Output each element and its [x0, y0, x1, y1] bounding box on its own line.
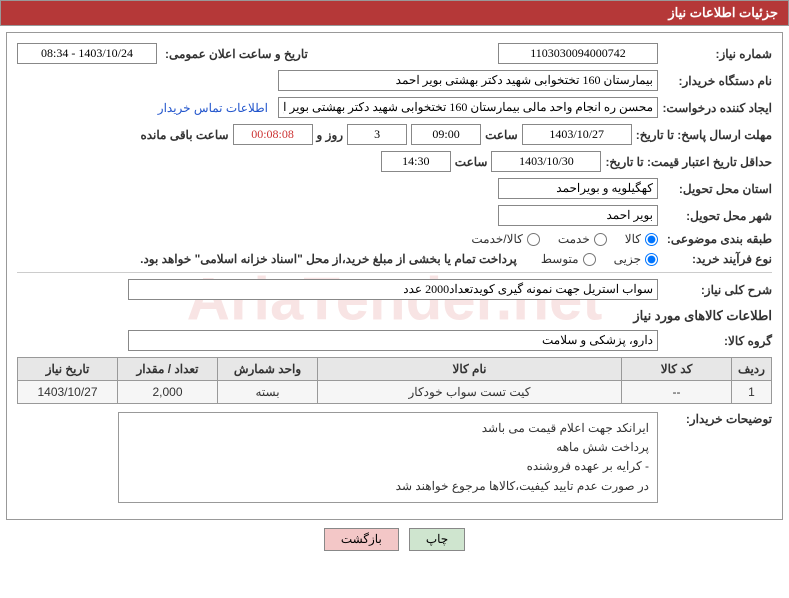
radio-minor-label: جزیی — [614, 252, 641, 266]
radio-goods-label: کالا — [625, 232, 641, 246]
section-items-info: اطلاعات کالاهای مورد نیاز — [17, 308, 772, 324]
field-price-validity-date[interactable] — [491, 151, 601, 172]
field-response-time[interactable] — [411, 124, 481, 145]
label-delivery-province: استان محل تحویل: — [662, 182, 772, 196]
divider-1 — [17, 272, 772, 273]
field-response-date[interactable] — [522, 124, 632, 145]
field-need-desc[interactable] — [128, 279, 658, 300]
payment-note: پرداخت تمام یا بخشی از مبلغ خرید،از محل … — [140, 252, 517, 266]
field-price-validity-time[interactable] — [381, 151, 451, 172]
label-delivery-city: شهر محل تحویل: — [662, 209, 772, 223]
radio-goods-service[interactable]: کالا/خدمت — [471, 232, 539, 246]
radio-service[interactable]: خدمت — [558, 232, 607, 246]
field-requester[interactable] — [278, 97, 658, 118]
radio-minor-input[interactable] — [645, 253, 658, 266]
row-need-number: شماره نیاز: تاریخ و ساعت اعلان عمومی: — [17, 43, 772, 64]
row-delivery-province: استان محل تحویل: — [17, 178, 772, 199]
row-purchase-type: نوع فرآیند خرید: جزیی متوسط پرداخت تمام … — [17, 252, 772, 266]
label-time-1: ساعت — [485, 128, 518, 142]
field-buyer-org[interactable] — [278, 70, 658, 91]
th-name: نام کالا — [318, 358, 622, 381]
radio-goods-input[interactable] — [645, 233, 658, 246]
notes-box: ایرانکد جهت اعلام قیمت می باشد پرداخت شش… — [118, 412, 658, 503]
radio-minor[interactable]: جزیی — [614, 252, 658, 266]
label-goods-group: گروه کالا: — [662, 334, 772, 348]
panel-header: جزئیات اطلاعات نیاز — [0, 0, 789, 26]
field-public-datetime[interactable] — [17, 43, 157, 64]
field-delivery-city[interactable] — [498, 205, 658, 226]
th-unit: واحد شمارش — [218, 358, 318, 381]
cell-unit: بسته — [218, 381, 318, 404]
button-row: چاپ بازگشت — [0, 528, 789, 551]
field-need-number[interactable] — [498, 43, 658, 64]
row-delivery-city: شهر محل تحویل: — [17, 205, 772, 226]
radio-medium-input[interactable] — [583, 253, 596, 266]
print-button[interactable]: چاپ — [409, 528, 465, 551]
cell-code: -- — [622, 381, 732, 404]
label-time-remaining: ساعت باقی مانده — [140, 128, 228, 142]
note-line-3: - کرایه بر عهده فروشنده — [127, 457, 649, 476]
field-remaining-time[interactable] — [233, 124, 313, 145]
label-requester: ایجاد کننده درخواست: — [662, 101, 772, 115]
row-buyer-org: نام دستگاه خریدار: — [17, 70, 772, 91]
note-line-1: ایرانکد جهت اعلام قیمت می باشد — [127, 419, 649, 438]
label-days-and: روز و — [317, 128, 344, 142]
label-price-validity: حداقل تاریخ اعتبار قیمت: تا تاریخ: — [605, 155, 772, 169]
label-response-deadline: مهلت ارسال پاسخ: تا تاریخ: — [636, 128, 772, 142]
field-delivery-province[interactable] — [498, 178, 658, 199]
radio-service-input[interactable] — [594, 233, 607, 246]
items-table: ردیف کد کالا نام کالا واحد شمارش تعداد /… — [17, 357, 772, 404]
radio-service-label: خدمت — [558, 232, 590, 246]
radio-medium-label: متوسط — [541, 252, 579, 266]
row-price-validity: حداقل تاریخ اعتبار قیمت: تا تاریخ: ساعت — [17, 151, 772, 172]
cell-name: کیت تست سواب خودکار — [318, 381, 622, 404]
note-line-2: پرداخت شش ماهه — [127, 438, 649, 457]
row-buyer-notes: توضیحات خریدار: ایرانکد جهت اعلام قیمت م… — [17, 412, 772, 503]
radio-goods[interactable]: کالا — [625, 232, 658, 246]
label-classification: طبقه بندی موضوعی: — [662, 232, 772, 246]
label-purchase-type: نوع فرآیند خرید: — [662, 252, 772, 266]
radio-medium[interactable]: متوسط — [541, 252, 596, 266]
label-public-datetime: تاریخ و ساعت اعلان عمومی: — [165, 47, 308, 61]
field-remaining-days[interactable] — [347, 124, 407, 145]
cell-date: 1403/10/27 — [18, 381, 118, 404]
link-buyer-contact[interactable]: اطلاعات تماس خریدار — [158, 101, 268, 115]
row-requester: ایجاد کننده درخواست: اطلاعات تماس خریدار — [17, 97, 772, 118]
table-row: 1 -- کیت تست سواب خودکار بسته 2,000 1403… — [18, 381, 772, 404]
th-code: کد کالا — [622, 358, 732, 381]
row-response-deadline: مهلت ارسال پاسخ: تا تاریخ: ساعت روز و سا… — [17, 124, 772, 145]
row-goods-group: گروه کالا: — [17, 330, 772, 351]
th-row: ردیف — [732, 358, 772, 381]
field-goods-group[interactable] — [128, 330, 658, 351]
row-classification: طبقه بندی موضوعی: کالا خدمت کالا/خدمت — [17, 232, 772, 246]
label-need-number: شماره نیاز: — [662, 47, 772, 61]
main-panel: شماره نیاز: تاریخ و ساعت اعلان عمومی: نا… — [6, 32, 783, 520]
th-date: تاریخ نیاز — [18, 358, 118, 381]
back-button[interactable]: بازگشت — [324, 528, 399, 551]
cell-row: 1 — [732, 381, 772, 404]
radio-goods-service-label: کالا/خدمت — [471, 232, 522, 246]
radio-goods-service-input[interactable] — [527, 233, 540, 246]
cell-qty: 2,000 — [118, 381, 218, 404]
label-buyer-notes: توضیحات خریدار: — [662, 412, 772, 426]
label-time-2: ساعت — [455, 155, 488, 169]
note-line-4: در صورت عدم تایید کیفیت،کالاها مرجوع خوا… — [127, 477, 649, 496]
panel-title: جزئیات اطلاعات نیاز — [668, 5, 778, 20]
label-buyer-org: نام دستگاه خریدار: — [662, 74, 772, 88]
row-need-desc: شرح کلی نیاز: — [17, 279, 772, 300]
th-qty: تعداد / مقدار — [118, 358, 218, 381]
label-need-desc: شرح کلی نیاز: — [662, 283, 772, 297]
